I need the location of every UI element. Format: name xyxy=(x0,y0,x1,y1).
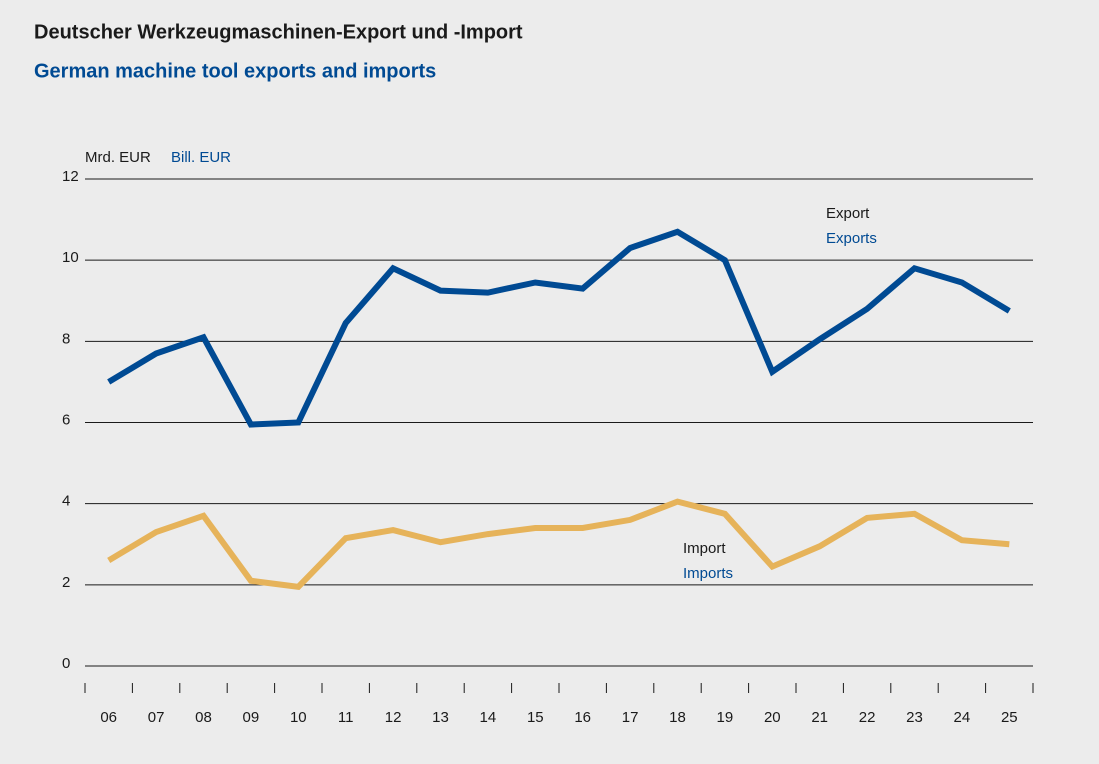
y-tick-label: 4 xyxy=(62,493,70,510)
x-tick-label: 19 xyxy=(717,709,734,726)
x-tick-label: 21 xyxy=(811,709,828,726)
series-line xyxy=(107,498,1010,591)
x-tick-label: 08 xyxy=(195,709,212,726)
y-tick-label: 10 xyxy=(62,249,79,266)
x-tick-label: 10 xyxy=(290,709,307,726)
x-tick-label: 14 xyxy=(480,709,497,726)
unit-label-en: Bill. EUR xyxy=(171,149,231,166)
chart-subtitle: German machine tool exports and imports xyxy=(34,60,436,82)
x-tick-label: 24 xyxy=(954,709,971,726)
x-tick-label: 18 xyxy=(669,709,686,726)
y-tick-label: 6 xyxy=(62,411,70,428)
x-tick-label: 12 xyxy=(385,709,402,726)
unit-label: Mrd. EUR xyxy=(85,149,151,166)
x-tick-label: 07 xyxy=(148,709,165,726)
chart-title: Deutscher Werkzeugmaschinen-Export und -… xyxy=(34,21,523,43)
x-tick-label: 23 xyxy=(906,709,923,726)
y-tick-label: 8 xyxy=(62,330,70,347)
x-tick-label: 22 xyxy=(859,709,876,726)
x-tick-label: 11 xyxy=(338,709,354,726)
series-label-en: Imports xyxy=(683,565,733,582)
x-tick-label: 25 xyxy=(1001,709,1018,726)
x-tick-label: 20 xyxy=(764,709,781,726)
x-tick-label: 15 xyxy=(527,709,544,726)
x-tick-label: 17 xyxy=(622,709,639,726)
x-tick-label: 16 xyxy=(574,709,591,726)
series-label: Export xyxy=(826,205,870,222)
series-label: Import xyxy=(683,540,726,557)
series-label-en: Exports xyxy=(826,230,877,247)
series-line xyxy=(107,228,1011,428)
y-tick-label: 12 xyxy=(62,168,79,185)
x-tick-label: 09 xyxy=(243,709,260,726)
y-tick-label: 0 xyxy=(62,655,70,672)
x-tick-label: 06 xyxy=(100,709,117,726)
y-tick-label: 2 xyxy=(62,574,70,591)
x-tick-label: 13 xyxy=(432,709,449,726)
